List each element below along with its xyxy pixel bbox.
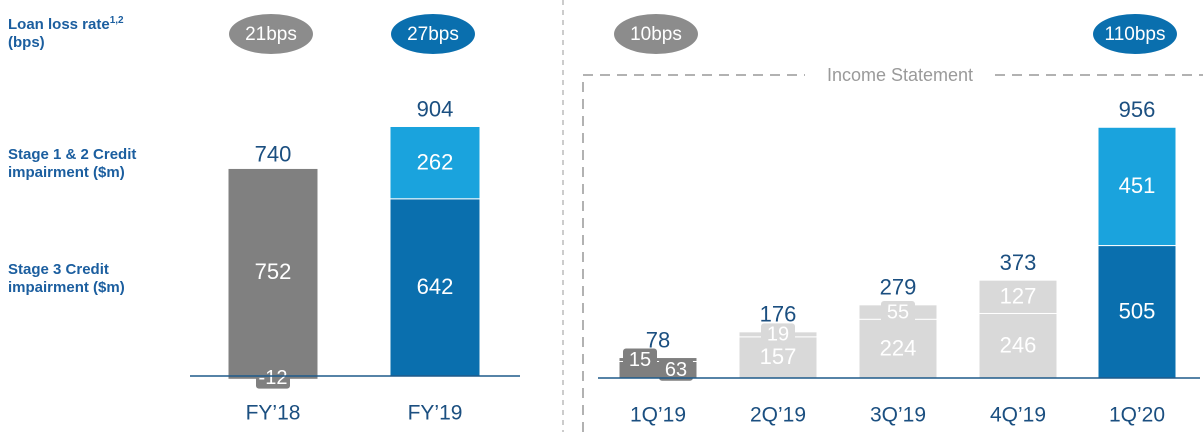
rate-label: 27bps [407,24,459,45]
data-label: 127 [1000,284,1037,309]
data-label: 246 [1000,333,1037,358]
total-label: 279 [880,275,917,300]
data-label: 157 [760,344,797,369]
bar-segment [858,318,938,379]
data-label: 224 [880,335,917,360]
bar-segment [1097,245,1177,379]
x-tick-label: 2Q’19 [750,404,806,427]
bar-segment [618,357,698,362]
total-label: 956 [1119,97,1156,122]
data-label-box [623,348,657,371]
total-label: 176 [760,302,797,327]
data-label: 451 [1119,173,1156,198]
data-label: 63 [665,359,687,381]
bar-segment [1097,126,1177,247]
rate-label: 10bps [630,24,682,45]
rate-badge [391,14,475,54]
x-tick-label: FY’19 [408,402,463,425]
rate-label: 21bps [245,24,297,45]
bar-segment [978,312,1058,379]
bar-segment [389,198,481,377]
rate-label-text: Loan loss rate [8,16,110,33]
x-tick-label: 1Q’20 [1109,404,1165,427]
data-label-box [881,301,915,324]
total-label: 373 [1000,250,1037,275]
data-label: 19 [767,324,789,346]
bar-segment [227,167,319,377]
bar-segment [389,125,481,200]
data-label-box [761,323,795,346]
rate-unit: (bps) [8,34,45,51]
x-tick-label: 3Q’19 [870,404,926,427]
x-tick-label: 1Q’19 [630,404,686,427]
data-label: 262 [417,149,454,174]
rate-badge [229,14,313,54]
data-label-box [256,366,290,389]
x-tick-label: 4Q’19 [990,404,1046,427]
annotation: Income Statement [827,65,973,85]
bar-segment [978,279,1058,314]
income-statement-frame [582,74,1203,432]
legend-entry: Stage 1 & 2 Credit impairment ($m) [8,146,137,181]
data-label: 55 [887,301,909,323]
data-label: 752 [255,259,292,284]
data-label: 505 [1119,299,1156,324]
total-label: 904 [417,96,454,121]
x-tick-label: FY’18 [246,402,301,425]
data-label: 642 [417,274,454,299]
data-label: 15 [629,349,651,371]
data-label-box [659,358,693,381]
rate-label: Loan loss rate1,2 (bps) [8,12,208,52]
total-label: 740 [255,142,292,167]
legend-entry: Stage 3 Credit impairment ($m) [8,261,125,296]
superscript: 1,2 [109,15,124,26]
rate-label: 110bps [1105,24,1166,45]
total-label: 78 [646,327,670,352]
data-label: -12 [259,367,288,389]
rate-badge [614,14,698,54]
rate-badge [1093,14,1177,54]
